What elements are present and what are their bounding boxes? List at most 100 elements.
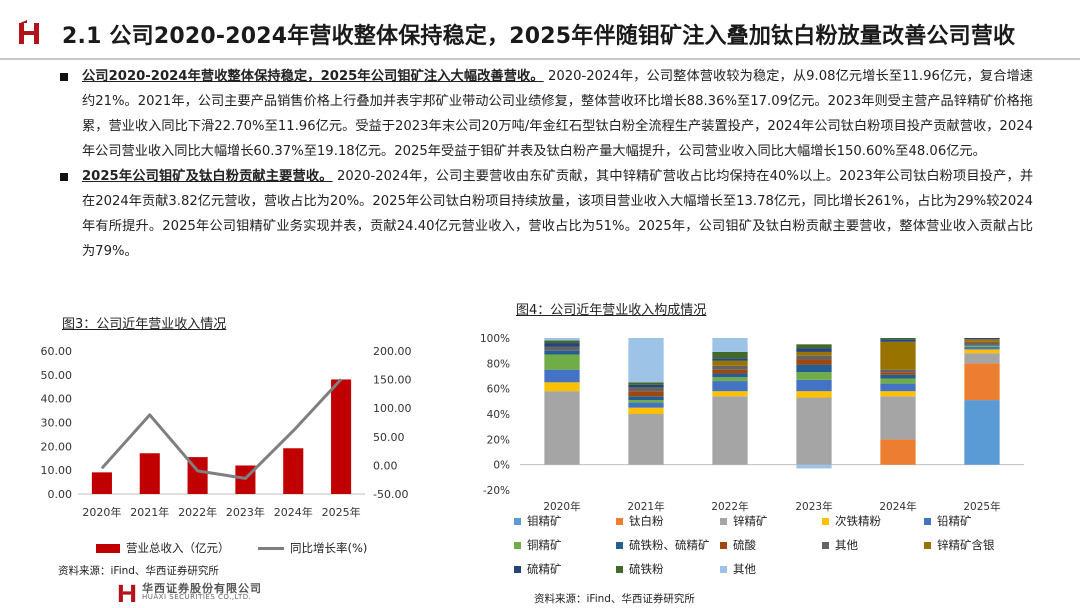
legend-label: 硫精矿 [527,562,562,576]
y-tick-label: 80% [487,358,510,370]
x-tick-label: 2023年 [795,500,832,513]
bullet-lead: 公司2020-2024年营收整体保持稳定，2025年公司钼矿注入大幅改善营收。 [82,69,544,84]
legend-label: 铜精矿 [527,538,562,552]
legend-swatch [258,547,284,550]
bullet-item-revenue-mix: 2025年公司钼矿及钛白粉贡献主要营收。 2020-2024年，公司主要营收由东… [58,164,1033,264]
legend-label: 次铁精粉 [835,514,881,528]
legend-item: 铅精矿 [924,513,972,529]
legend-swatch [514,518,521,525]
stacked-bar-segment [964,400,1000,465]
stacked-bar-segment [544,354,580,370]
stacked-bar-segment [964,343,1000,345]
x-tick-label: 2021年 [627,500,664,513]
x-tick-label: 2021年 [130,505,169,519]
stacked-bar-segment [880,341,916,370]
stacked-bar-segment [712,377,748,382]
revenue-mix-chart: -20% 0% 20% 40% 60% 80% 100% 2020年 2021年 2022年 202… [480,333,1024,513]
legend-swatch [822,518,829,525]
y-tick-right-label: 200.00 [373,345,412,358]
stacked-bar-segment [628,382,664,385]
bullet-body: 2020-2024年，公司整体营收较为稳定，从9.08亿元增长至11.96亿元，… [82,69,1033,159]
stacked-bar-segment [544,338,580,341]
revenue-bar [91,472,112,494]
stacked-bar-segment [628,391,664,397]
y-tick-left-label: 20.00 [41,440,73,453]
x-tick-label: 2023年 [226,505,265,519]
legend-item: 钛白粉 [616,513,664,529]
legend-label: 硫铁粉、硫精矿 [629,538,710,552]
stacked-bar-segment [628,400,664,403]
stacked-bar-segment [964,346,1000,350]
stacked-bar-segment [964,345,1000,347]
y-tick-right-label: 150.00 [373,374,412,387]
stacked-bar-segment [712,358,748,361]
stacked-bar-segment [964,353,1000,364]
x-tick-label: 2025年 [322,505,361,519]
revenue-bar [139,453,160,494]
y-tick-left-label: 10.00 [41,464,73,477]
legend-swatch [96,544,120,553]
title-divider [0,58,1080,60]
stacked-bar-segment [544,382,580,392]
stacked-bar-segment [796,344,832,349]
legend-item: 硫酸 [720,537,756,553]
y-tick-right-label: 100.00 [373,402,412,415]
stacked-bar-segment [880,339,916,342]
y-tick-label: -20% [483,485,510,497]
legend-label: 钛白粉 [629,514,664,528]
legend-item: 其他 [822,537,858,553]
stacked-bar-segment [544,369,580,383]
stacked-bar-segment [796,351,832,356]
page-title: 2.1 公司2020-2024年营收整体保持稳定，2025年伴随钼矿注入叠加钛白… [62,24,1016,49]
legend-item: 锌精矿 [720,513,768,529]
stacked-bar-segment [628,414,664,465]
title-bar: 2.1 公司2020-2024年营收整体保持稳定，2025年伴随钼矿注入叠加钛白… [0,0,1080,60]
y-tick-right-label: 0.00 [373,459,398,472]
stacked-bar-segment [628,396,664,401]
growth-rate-line [100,378,343,480]
stacked-bar-segment [880,374,916,379]
stacked-bar-segment [544,391,580,465]
huaxi-logo-icon [118,584,136,602]
bullet-body: 2020-2024年，公司主要营收由东矿贡献，其中锌精矿营收占比均保持在40%以… [82,169,1034,259]
revenue-bar [283,448,304,494]
y-tick-right-label: -50.00 [373,488,408,501]
legend-swatch [514,542,521,549]
stacked-bar-segment [628,402,664,408]
stacked-bar-segment [964,344,1000,346]
stacked-bar-segment [880,439,916,465]
stacked-bar-segment [628,387,664,392]
x-tick-label: 2024年 [879,500,916,513]
stacked-bar-segment [712,391,748,397]
stacked-bar-segment [880,372,916,375]
legend-swatch [720,542,727,549]
stacked-bar-segment [880,391,916,397]
y-tick-left-label: 60.00 [41,345,73,358]
y-tick-label: 100% [480,333,510,345]
legend-label: 锌精矿含银 [937,538,995,552]
stacked-bar-segment [796,359,832,365]
revenue-bar [331,379,352,494]
stacked-bar-segment [796,379,832,392]
x-tick-label: 2020年 [543,500,580,513]
bullet-lead: 2025年公司钼矿及钛白粉贡献主要营收。 [82,169,333,184]
stacked-bar-segment [544,346,580,351]
stacked-bar-negative-segment [796,464,832,469]
y-tick-left-label: 0.00 [48,488,73,501]
legend-label: 同比增长率(%) [290,541,368,555]
huaxi-logo-icon [19,20,39,44]
stacked-bar-segment [964,341,1000,344]
stacked-bar-segment [712,338,748,352]
stacked-bar-segment [544,350,580,355]
x-tick-label: 2025年 [963,500,1000,513]
legend-label: 营业总收入（亿元） [126,541,230,555]
stacked-bar-segment [544,340,580,344]
y-tick-left-label: 50.00 [41,369,73,382]
legend-swatch [822,542,829,549]
revenue-chart: 0.00 10.00 20.00 30.00 40.00 50.00 60.00 -50.00… [41,345,412,519]
x-tick-label: 2024年 [274,505,313,519]
stacked-bar-segment [796,355,832,360]
y-tick-label: 60% [487,384,510,396]
y-tick-left-label: 40.00 [41,393,73,406]
legend-label: 锌精矿 [733,514,768,528]
